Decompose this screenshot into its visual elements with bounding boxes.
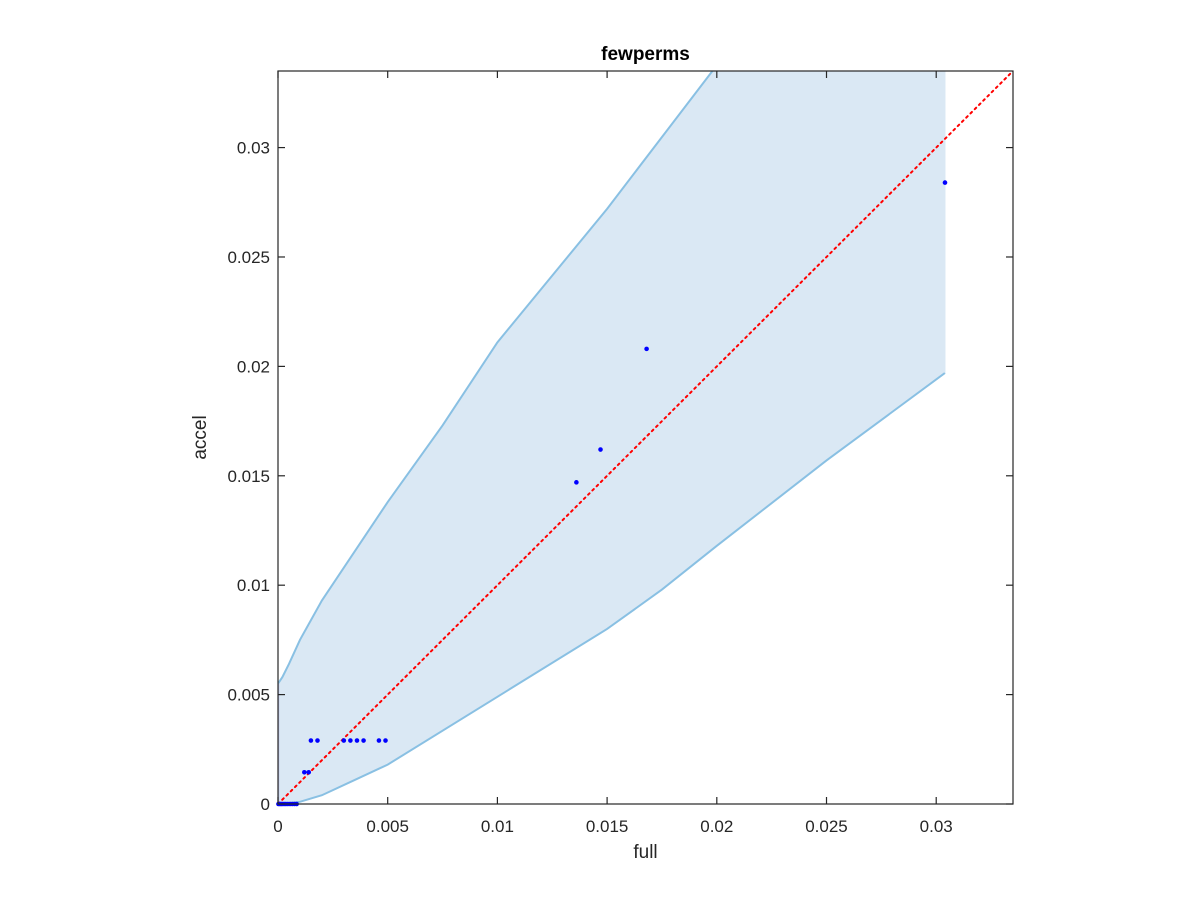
y-tick-label: 0.005 <box>227 686 270 705</box>
chart-title: fewperms <box>601 44 690 65</box>
data-point <box>376 738 382 743</box>
data-point <box>942 180 948 185</box>
y-axis-label: accel <box>190 415 211 459</box>
x-tick-label: 0.03 <box>920 817 953 836</box>
axes-box <box>277 70 1014 805</box>
identity-line-layer <box>278 71 1013 804</box>
y-tick-label: 0.03 <box>237 139 270 158</box>
data-point <box>354 738 360 743</box>
ticks-layer: 0 0.005 0.01 0.015 0.02 0.025 0.03 0 0.005 0.01 0.… <box>227 71 1013 836</box>
y-tick-label: 0.025 <box>227 248 270 267</box>
y-tick-label: 0.015 <box>227 467 270 486</box>
data-point <box>308 738 314 743</box>
identity-line <box>278 71 1013 804</box>
x-tick-label: 0 <box>273 817 282 836</box>
y-tick-label: 0.02 <box>237 357 270 376</box>
x-tick-label: 0.02 <box>700 817 733 836</box>
data-point <box>383 738 388 743</box>
data-point <box>302 769 307 775</box>
x-axis-label: full <box>633 842 657 863</box>
confidence-band-lower-edge <box>278 372 946 804</box>
data-point <box>574 480 579 485</box>
x-tick-label: 0.025 <box>805 817 848 836</box>
x-tick-label: 0.005 <box>366 817 409 836</box>
data-point <box>306 769 312 775</box>
data-point <box>348 738 353 743</box>
data-point <box>644 346 649 352</box>
data-point <box>361 738 366 743</box>
x-tick-label: 0.015 <box>586 817 629 836</box>
data-point <box>598 447 603 452</box>
confidence-band-fill <box>278 71 945 804</box>
y-tick-label: 0.01 <box>237 576 270 595</box>
data-point <box>315 738 320 743</box>
data-point <box>341 738 347 743</box>
y-tick-label: 0 <box>261 795 270 814</box>
x-tick-label: 0.01 <box>481 817 514 836</box>
confidence-band-upper-edge <box>278 71 714 685</box>
